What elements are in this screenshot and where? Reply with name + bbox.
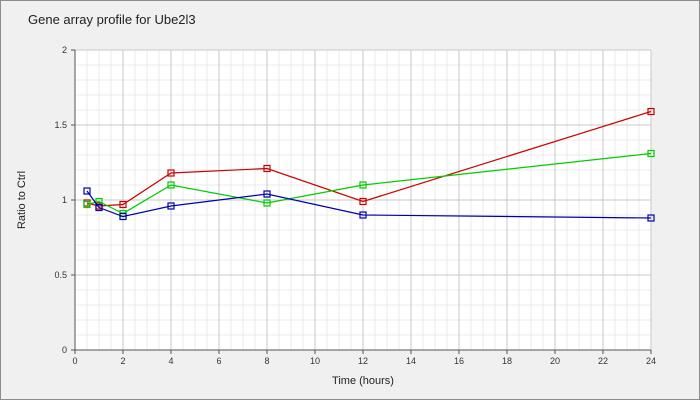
x-tick-label: 4 (168, 356, 173, 366)
x-tick-label: 22 (598, 356, 608, 366)
data-point-1 (119, 200, 127, 209)
y-axis-label: Ratio to Ctrl (16, 171, 28, 229)
data-point-1 (359, 197, 367, 206)
data-point-3 (83, 187, 91, 195)
data-point-2 (359, 181, 367, 189)
data-point-1 (647, 107, 655, 116)
x-tick-label: 20 (550, 356, 560, 366)
data-point-1 (167, 169, 175, 177)
x-tick-label: 16 (454, 356, 464, 366)
data-point-3 (167, 202, 175, 210)
x-tick-label: 0 (72, 356, 77, 366)
data-point-3 (647, 214, 655, 222)
x-tick-label: 14 (406, 356, 416, 366)
data-point-2 (83, 200, 91, 209)
x-axis-label: Time (hours) (332, 375, 394, 387)
series-line-2 (86, 152, 652, 215)
x-tick-label: 10 (310, 356, 320, 366)
series-line-1 (86, 110, 652, 207)
x-tick-labels: 0 2 4 6 8 10 12 14 16 18 20 22 24 (72, 356, 656, 366)
data-point-2 (647, 149, 655, 158)
data-point-3 (263, 190, 271, 198)
y-tick-label: 1.5 (54, 120, 67, 130)
y-tick-labels: 0 0.5 1 1.5 2 (54, 45, 67, 355)
chart-title: Gene array profile for Ube2l3 (28, 12, 196, 27)
data-point-3 (95, 203, 103, 212)
x-tick-label: 24 (646, 356, 656, 366)
series-line-3 (86, 190, 652, 219)
x-tick-label: 18 (502, 356, 512, 366)
y-tick-label: 0 (62, 345, 67, 355)
x-tick-label: 6 (216, 356, 221, 366)
data-point-2 (263, 199, 271, 207)
data-point-2 (167, 181, 175, 189)
axes (71, 49, 652, 354)
series-layer (83, 107, 655, 222)
y-tick-label: 0.5 (54, 270, 67, 280)
y-tick-label: 1 (62, 195, 67, 205)
data-point-3 (359, 211, 367, 219)
y-tick-label: 2 (62, 45, 67, 55)
data-point-3 (119, 212, 127, 221)
data-point-1 (263, 164, 271, 173)
x-tick-label: 8 (264, 356, 269, 366)
x-tick-label: 12 (358, 356, 368, 366)
x-tick-label: 2 (120, 356, 125, 366)
